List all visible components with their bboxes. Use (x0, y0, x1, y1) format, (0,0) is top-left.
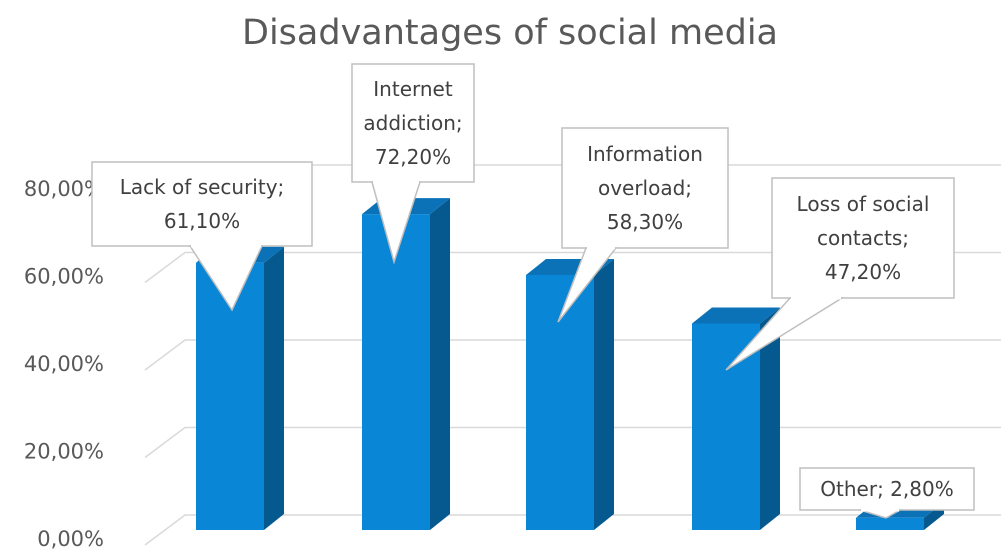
data-label-text: 47,20% (825, 260, 901, 284)
data-label-text: 58,30% (607, 210, 683, 234)
y-tick-label: 20,00% (24, 440, 104, 464)
bar-front (362, 214, 430, 530)
y-tick-label: 60,00% (24, 265, 104, 289)
data-label-callout: Information overload; 58,30% (557, 127, 729, 323)
data-label-text: 72,20% (375, 145, 451, 169)
y-tick-label: 0,00% (37, 527, 104, 551)
bar-front (856, 517, 924, 530)
bar-side (430, 198, 450, 530)
y-tick-label: 40,00% (24, 352, 104, 376)
data-label-callout: Other; 2,80% (799, 467, 975, 519)
bar-side (760, 307, 780, 530)
bar (362, 198, 450, 530)
gridline (144, 251, 1001, 284)
bar-front (692, 323, 760, 530)
data-label-text: Loss of social (797, 192, 930, 216)
bar-top (692, 307, 780, 324)
bar-side (264, 246, 284, 530)
data-labels: Lack of security; 61,10% Internet addiction… (91, 63, 975, 519)
data-label-text: 61,10% (164, 209, 240, 233)
data-label-text: Internet (373, 77, 453, 101)
y-axis-ticks: 0,00% 20,00% 40,00% 60,00% 80,00% (24, 177, 104, 551)
data-label-callout: Internet addiction; 72,20% (351, 63, 475, 265)
data-label-text: overload; (598, 176, 692, 200)
chart-title: Disadvantages of social media (242, 13, 778, 53)
y-tick-label: 80,00% (24, 177, 104, 201)
bar (692, 307, 780, 530)
data-label-text: Lack of security; (120, 175, 285, 199)
data-label-text: Other; 2,80% (820, 477, 953, 501)
bar-side (594, 258, 614, 530)
data-label-text: addiction; (363, 111, 462, 135)
bar-front (526, 274, 594, 530)
data-label-callout: Loss of social contacts; 47,20% (725, 177, 955, 371)
data-label-callout: Lack of security; 61,10% (91, 161, 313, 312)
data-label-text: contacts; (817, 226, 909, 250)
data-label-text: Information (587, 142, 703, 166)
